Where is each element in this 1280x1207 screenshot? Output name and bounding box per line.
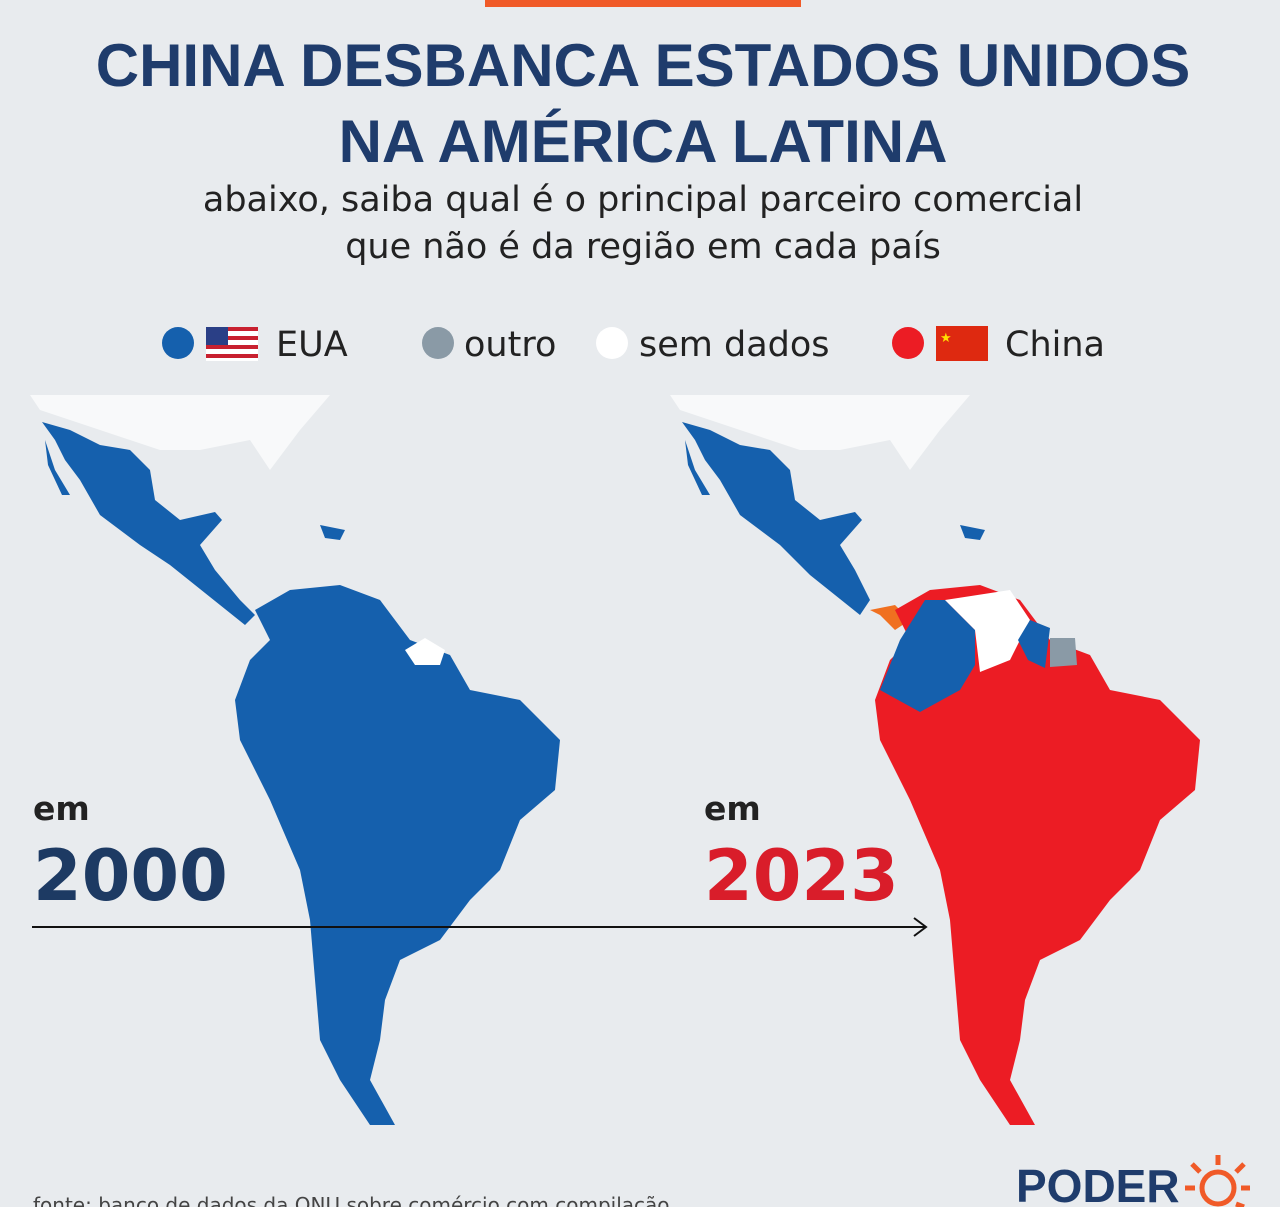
- mexico-central-america: [42, 422, 255, 625]
- map-2000: [30, 395, 560, 1125]
- mexico-central-america: [682, 422, 870, 615]
- map-2023: [670, 395, 1200, 1125]
- top-bar: [485, 0, 801, 7]
- colombia: [880, 600, 975, 712]
- year-prefix: em: [704, 789, 761, 828]
- subtitle-line: que não é da região em cada país: [345, 227, 941, 267]
- subtitle-line: abaixo, saiba qual é o principal parceir…: [203, 180, 1083, 220]
- legend-label: EUA: [276, 325, 348, 365]
- no-data: [405, 638, 445, 665]
- title-line: NA AMÉRICA LATINA: [339, 108, 948, 175]
- china-flag: [936, 326, 988, 361]
- year-prefix: em: [33, 789, 90, 828]
- guyana: [1018, 620, 1050, 668]
- south-america: [875, 585, 1200, 1125]
- north-america: [670, 395, 970, 470]
- arrow-head: [913, 917, 928, 937]
- legend-label: China: [1005, 325, 1105, 365]
- us-flag: [206, 327, 258, 361]
- south-america: [235, 585, 560, 1125]
- flag-star: ★: [940, 331, 952, 346]
- logo-sun: [1185, 1155, 1250, 1207]
- source: fonte: banco de dados da ONU sobre comér…: [33, 1193, 670, 1207]
- brand-logo: PODER: [1016, 1160, 1180, 1207]
- legend-swatch: [596, 327, 628, 359]
- suriname: [1050, 638, 1077, 667]
- venezuela: [945, 590, 1030, 672]
- legend: EUA outro sem dados ★ China: [162, 325, 1105, 365]
- caribbean: [320, 525, 345, 540]
- legend-label: sem dados: [639, 325, 830, 365]
- year: 2023: [704, 835, 899, 917]
- legend-label: outro: [464, 325, 556, 365]
- legend-swatch: [892, 327, 924, 359]
- legend-swatch: [422, 327, 454, 359]
- north-america: [30, 395, 330, 470]
- legend-swatch: [162, 327, 194, 359]
- year: 2000: [33, 835, 228, 917]
- caribbean: [960, 525, 985, 540]
- title-line: CHINA DESBANCA ESTADOS UNIDOS: [96, 32, 1191, 99]
